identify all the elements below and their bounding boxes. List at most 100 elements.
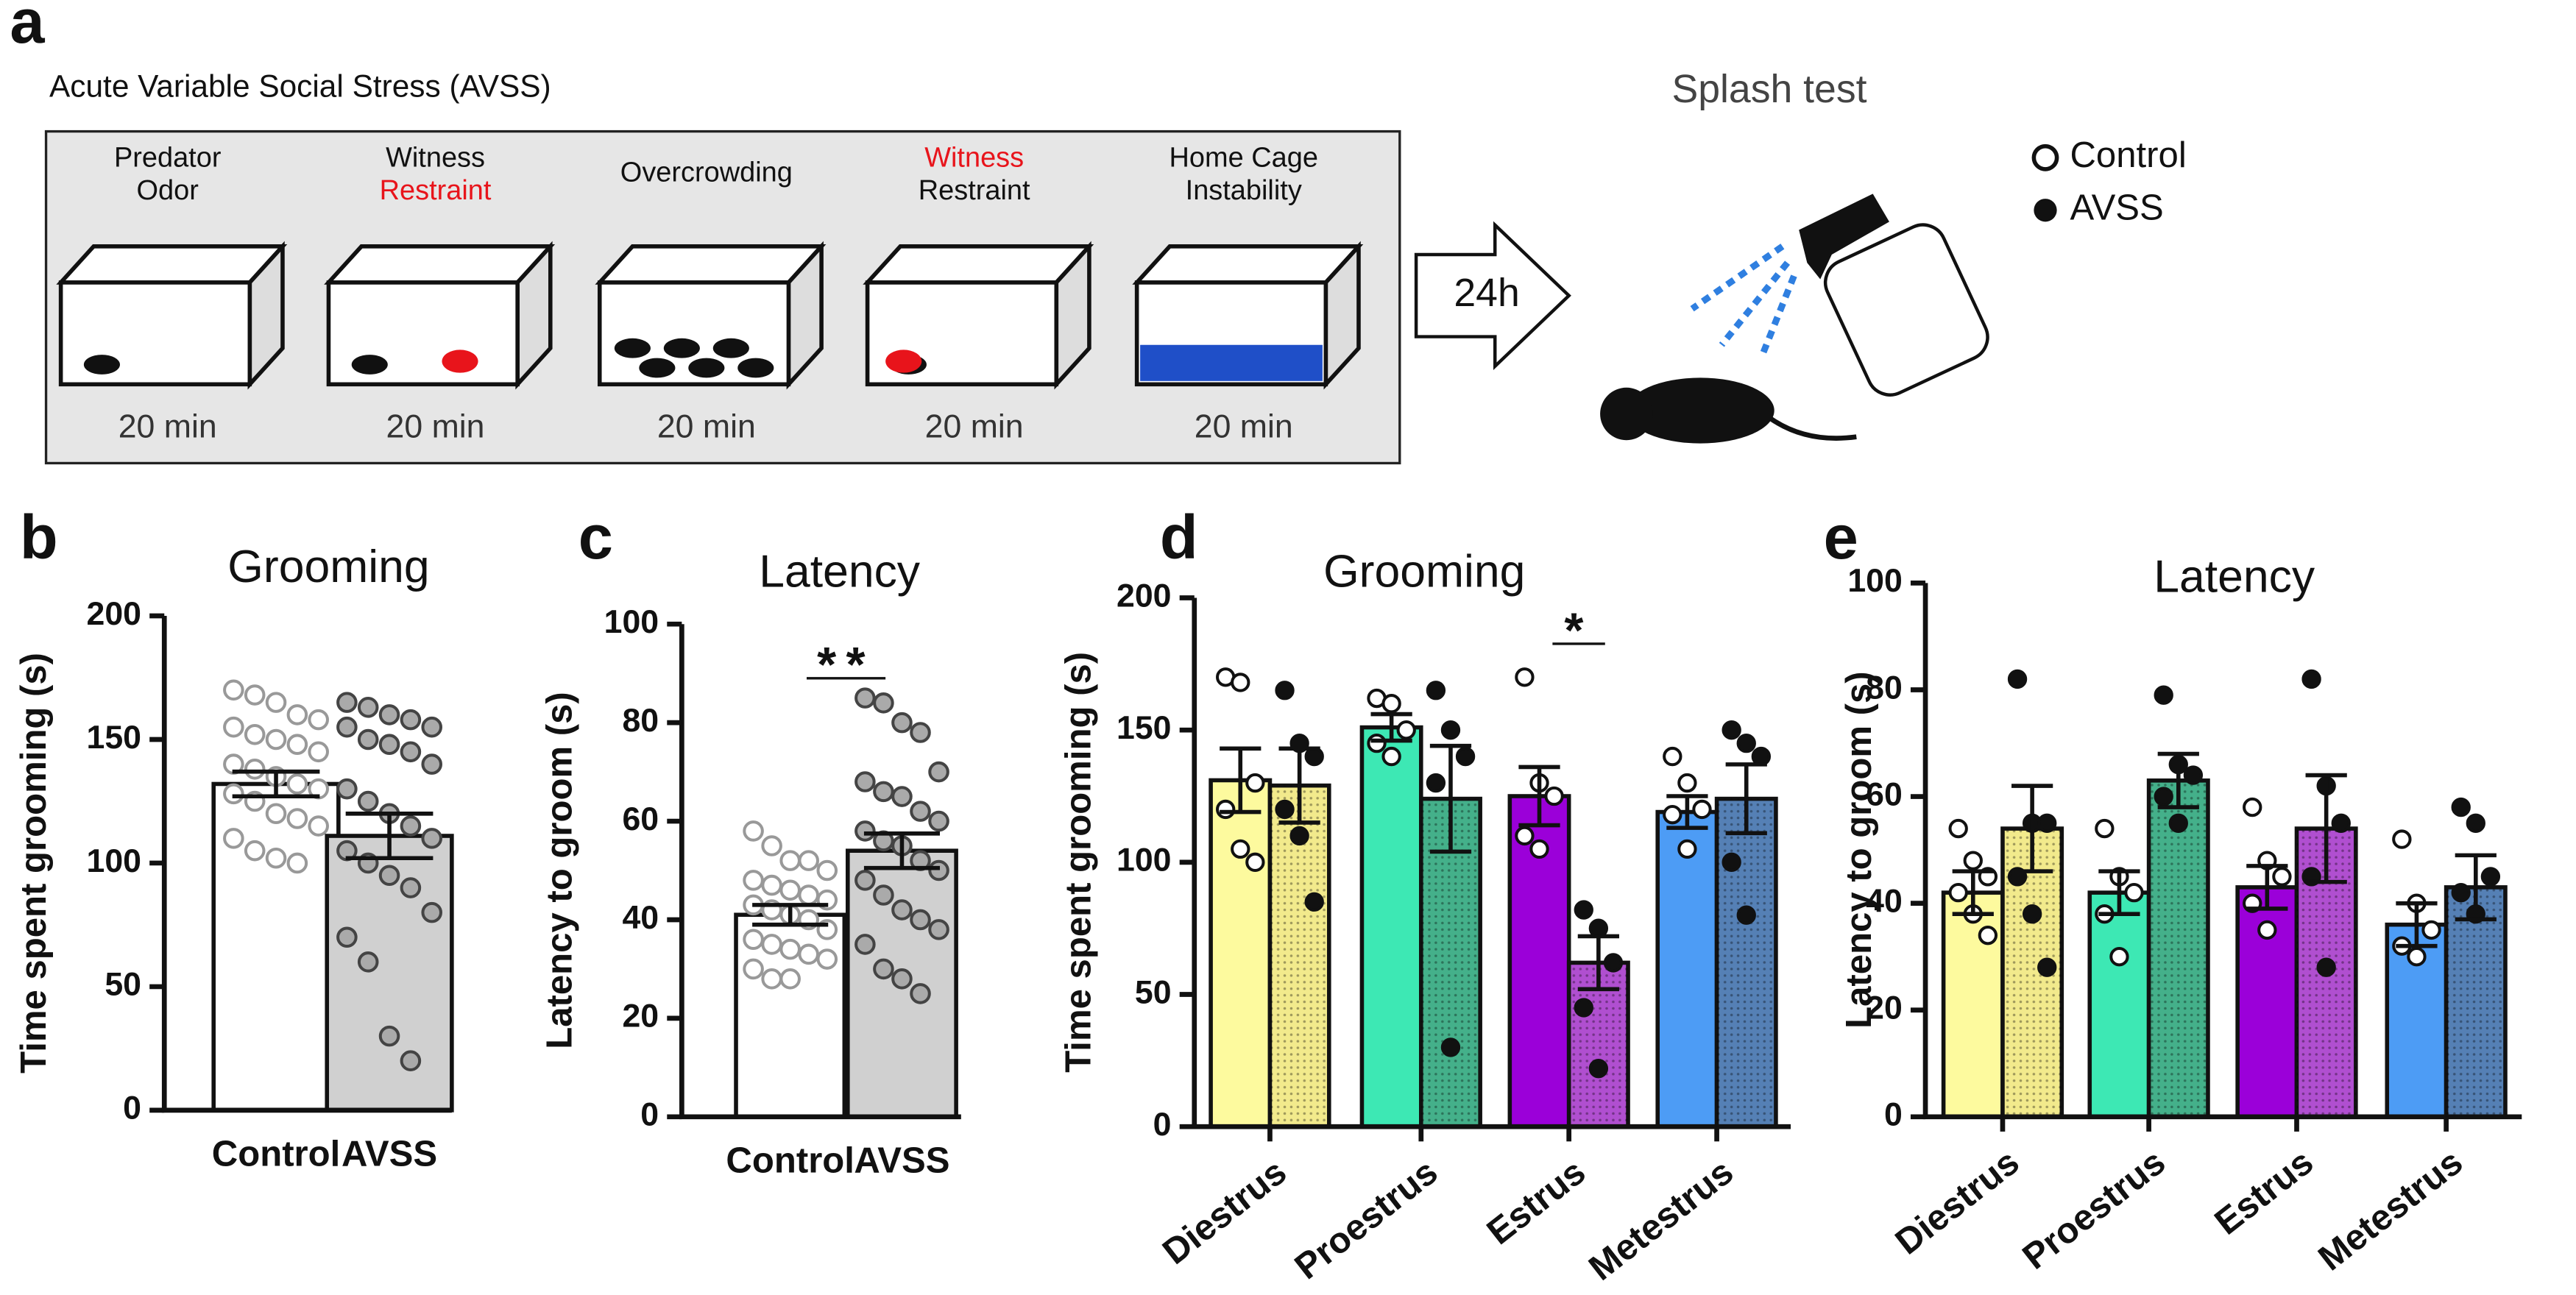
data-point <box>928 810 949 832</box>
data-point <box>854 771 876 792</box>
data-point <box>265 692 287 713</box>
data-point <box>1677 773 1697 793</box>
data-point <box>2095 818 2115 839</box>
mouse <box>688 358 725 378</box>
mouse <box>663 338 700 358</box>
y-tick-label: 20 <box>622 998 659 1035</box>
data-point <box>2243 797 2262 817</box>
panel-letter: d <box>1160 502 1198 572</box>
data-point <box>854 687 876 709</box>
data-point <box>400 741 422 763</box>
chart-title: Grooming <box>1323 546 1525 597</box>
data-point <box>1515 667 1535 687</box>
x-tick-label: Proestrus <box>1288 1152 1446 1288</box>
data-point <box>1426 773 1446 793</box>
stage-label: Instability <box>1186 175 1302 206</box>
y-tick-label: 100 <box>87 843 141 879</box>
y-tick-label: 60 <box>622 801 659 837</box>
data-point <box>2451 797 2471 817</box>
data-point <box>2301 669 2321 689</box>
data-point <box>357 728 379 751</box>
data-point <box>1426 681 1446 700</box>
data-point <box>1736 733 1756 753</box>
data-point <box>1948 882 1968 903</box>
data-point <box>798 884 820 906</box>
data-point <box>2480 867 2501 887</box>
stage-duration: 20 min <box>118 408 217 444</box>
x-tick-label: Estrus <box>1480 1152 1593 1253</box>
stage-label: Home Cage <box>1170 143 1318 174</box>
data-point <box>854 870 876 891</box>
x-tick-label: Diestrus <box>1156 1152 1294 1273</box>
data-point <box>378 1025 400 1047</box>
data-point <box>1574 998 1593 1018</box>
data-point <box>286 808 308 829</box>
data-point <box>244 840 266 862</box>
data-point <box>1692 799 1712 820</box>
data-point <box>1381 694 1401 714</box>
data-point <box>308 741 329 763</box>
y-tick-label: 200 <box>87 596 141 632</box>
panel-letter: a <box>10 0 45 56</box>
data-point <box>286 704 308 725</box>
data-point <box>1440 720 1461 740</box>
data-point <box>891 786 913 807</box>
data-point <box>873 692 894 714</box>
data-point <box>2037 813 2057 834</box>
data-point <box>2124 882 2144 903</box>
data-point <box>378 704 400 725</box>
stage-duration: 20 min <box>657 408 756 444</box>
data-point <box>421 901 443 923</box>
data-point <box>308 815 329 837</box>
mouse <box>351 355 388 375</box>
mouse <box>442 350 478 373</box>
legend-marker <box>2031 143 2059 171</box>
data-point <box>1245 773 1265 793</box>
data-point <box>1722 852 1741 873</box>
data-point <box>1455 746 1476 767</box>
data-point <box>1231 673 1250 692</box>
panel-letter: b <box>20 502 58 572</box>
data-point <box>873 781 894 803</box>
data-point <box>265 728 287 751</box>
data-point <box>244 684 266 706</box>
data-point <box>1367 733 1387 753</box>
data-point <box>873 884 894 906</box>
stage-label: Predator <box>114 143 222 174</box>
data-point <box>400 709 422 731</box>
data-point <box>2407 947 2427 967</box>
data-point <box>223 716 244 738</box>
mouse <box>614 338 651 358</box>
data-point <box>779 968 801 990</box>
data-point <box>378 865 400 887</box>
data-point <box>761 934 782 955</box>
cage-front <box>326 280 520 387</box>
data-point <box>2183 765 2204 785</box>
stage-label: Witness <box>386 143 485 174</box>
chart-title: Latency <box>759 546 921 597</box>
cage-top <box>595 244 827 285</box>
data-point <box>1396 720 1416 740</box>
data-point <box>910 722 931 743</box>
x-tick-label: Control <box>726 1140 854 1180</box>
data-point <box>2316 957 2336 977</box>
data-point <box>357 951 379 973</box>
data-point <box>421 828 443 849</box>
y-tick-label: 0 <box>1153 1107 1172 1143</box>
data-point <box>743 958 764 980</box>
y-tick-label: 40 <box>1866 883 1903 919</box>
x-tick-label: Diestrus <box>1889 1142 2027 1263</box>
data-point <box>2392 829 2412 849</box>
data-point <box>286 852 308 874</box>
data-point <box>336 926 358 948</box>
y-tick-label: 80 <box>622 703 659 739</box>
legend-label: AVSS <box>2070 188 2163 228</box>
data-point <box>2451 882 2471 903</box>
legend-marker <box>2034 199 2057 222</box>
data-point <box>1245 852 1265 873</box>
data-point <box>1304 746 1324 767</box>
y-tick-label: 20 <box>1866 990 1903 1026</box>
data-point <box>2109 947 2129 967</box>
data-point <box>854 934 876 955</box>
data-point <box>2257 920 2277 940</box>
